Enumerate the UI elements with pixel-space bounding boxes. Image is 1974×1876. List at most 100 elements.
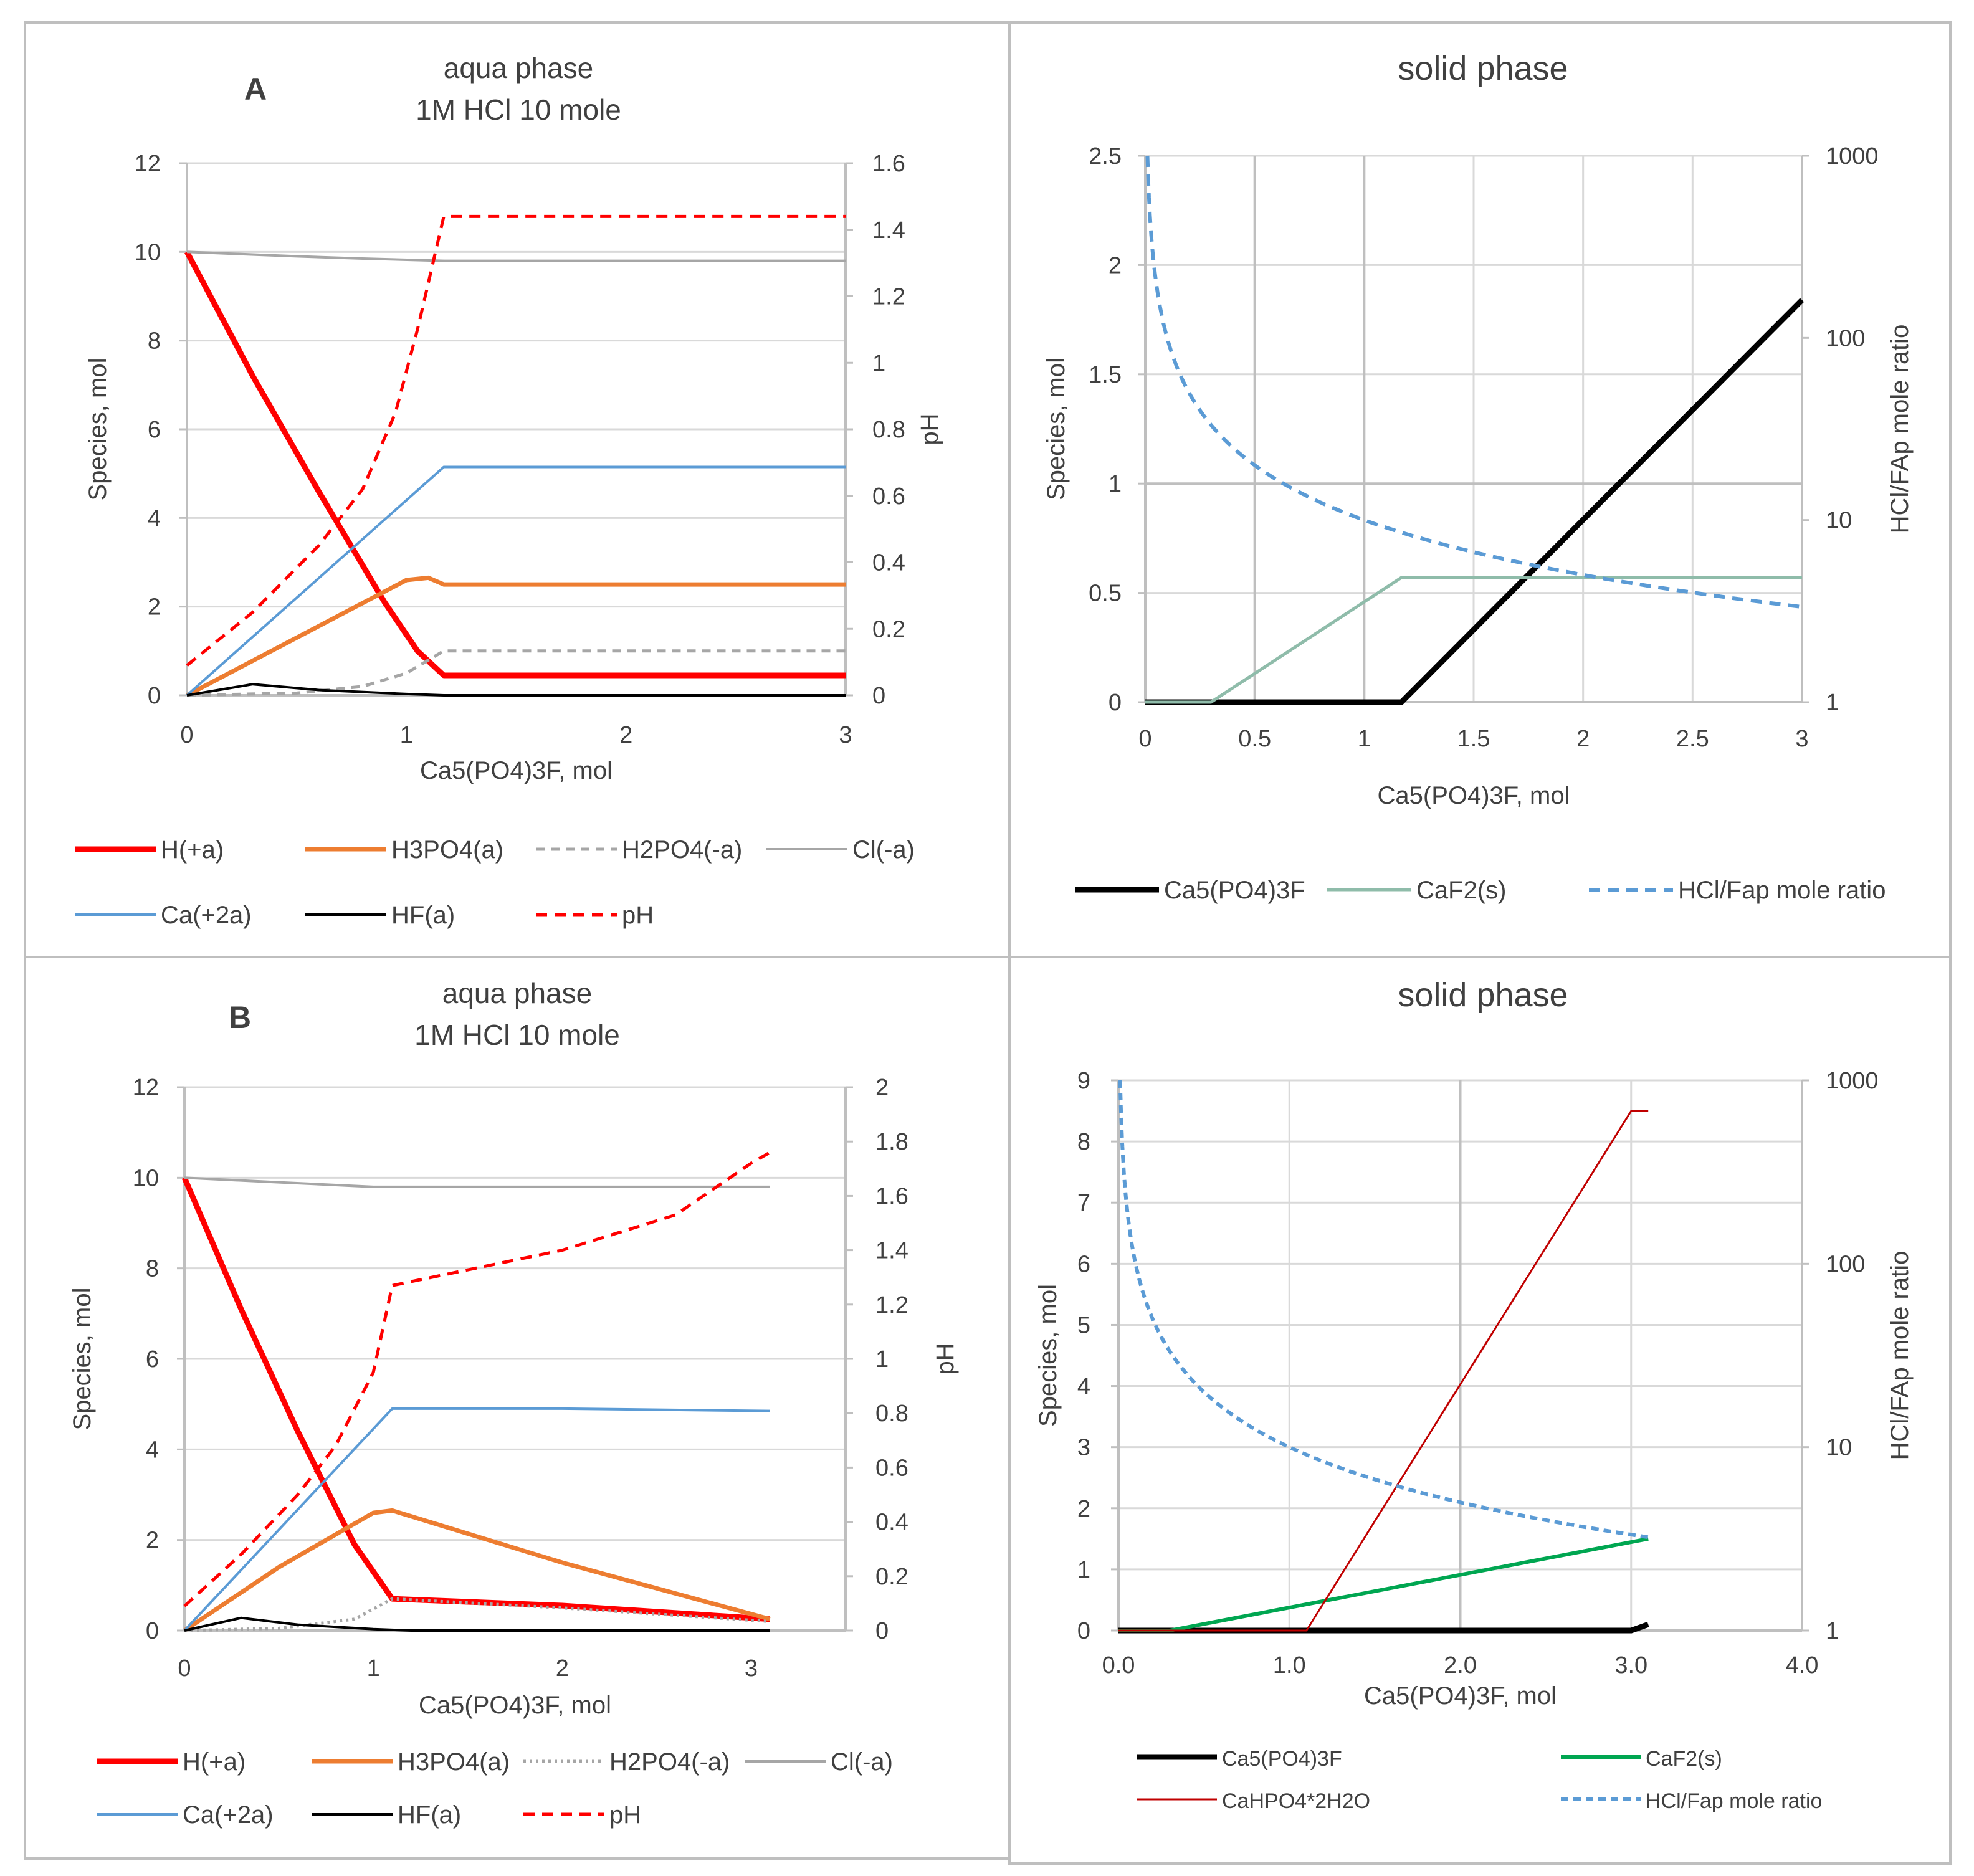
x-tick-label: 1 xyxy=(400,722,413,748)
x-tick-label: 2.5 xyxy=(1676,726,1709,752)
series-line-h3po4-a- xyxy=(186,575,846,698)
y2-tick-label: 1000 xyxy=(1826,1068,1879,1094)
y2-tick-label: 1.4 xyxy=(875,1238,908,1264)
series-line-ca5-po4-3f xyxy=(1145,298,1805,705)
y2-tick-label: 10 xyxy=(1826,508,1852,534)
y-tick-label: 7 xyxy=(1077,1190,1090,1216)
y2-tick-label: 1.2 xyxy=(875,1292,908,1318)
x-tick-label: 3 xyxy=(1795,726,1808,752)
y-tick-label: 2 xyxy=(1109,252,1122,279)
x-tick-label: 3 xyxy=(745,1655,758,1682)
charts-layer: 0 1 2 302468101200.20.40.60.811.21.41.6Aaqu… xyxy=(69,50,1914,1829)
series-line-hcl-fap-mole-ratio xyxy=(1118,1080,1649,1540)
y2-tick-label: 0 xyxy=(872,683,885,709)
y-tick-label: 2 xyxy=(148,594,161,621)
legend-label: Ca5(PO4)3F xyxy=(1222,1747,1342,1771)
y2-tick-label: 1 xyxy=(1826,1618,1839,1644)
y2-tick-label: 1.2 xyxy=(872,284,905,310)
series-line-h3po4-a- xyxy=(183,1508,771,1632)
legend-label: CaHPO4*2H2O xyxy=(1222,1789,1370,1813)
x-axis-label: Ca5(PO4)3F, mol xyxy=(420,757,613,784)
y2-axis-label: HCl/FAp mole ratio xyxy=(1886,1251,1914,1460)
y2-tick-label: 1.6 xyxy=(875,1183,908,1209)
y2-tick-label: 0.2 xyxy=(872,616,905,642)
y2-axis-label: HCl/FAp mole ratio xyxy=(1886,325,1914,534)
y2-tick-label: 0.8 xyxy=(875,1401,908,1427)
panel-frames xyxy=(24,21,1952,1865)
y2-tick-label: 0 xyxy=(875,1618,889,1644)
legend-label: H2PO4(-a) xyxy=(622,836,742,864)
x-tick-label: 1 xyxy=(367,1655,380,1682)
y-tick-label: 10 xyxy=(133,1165,159,1191)
y-tick-label: 1 xyxy=(1077,1557,1090,1583)
y-tick-label: 1 xyxy=(1109,471,1122,497)
legend-label: Ca(+2a) xyxy=(161,902,252,929)
y2-tick-label: 10 xyxy=(1826,1435,1852,1461)
chart-A-solid: 0 0.5 1 1.5 2 2.5 3 0 0.5 1 1.5 2 2.5 1 10 100 1000 solid… xyxy=(1042,50,1914,904)
y2-axis-label: pH xyxy=(932,1343,959,1374)
y-tick-label: 6 xyxy=(148,417,161,443)
y-tick-label: 12 xyxy=(135,151,161,177)
y-tick-label: 0.5 xyxy=(1089,581,1122,607)
legend-label: pH xyxy=(609,1801,641,1829)
series-line-h-a- xyxy=(181,1176,770,1622)
chart-A-aqua: 0 1 2 302468101200.20.40.60.811.21.41.6Aaqu… xyxy=(75,52,943,929)
x-tick-label: 0 xyxy=(178,1655,191,1682)
x-axis-label: Ca5(PO4)3F, mol xyxy=(419,1692,611,1719)
x-tick-label: 0.5 xyxy=(1238,726,1271,752)
y2-tick-label: 100 xyxy=(1826,325,1865,351)
y-tick-label: 6 xyxy=(1077,1251,1090,1277)
y2-tick-label: 0.4 xyxy=(872,550,905,576)
y-tick-label: 2.5 xyxy=(1089,143,1122,169)
chart-title: aqua phase xyxy=(442,977,592,1009)
y-tick-label: 0 xyxy=(148,683,161,709)
panel-label: B xyxy=(229,1000,251,1035)
y-axis-label: Species, mol xyxy=(1034,1284,1062,1427)
y-tick-label: 8 xyxy=(1077,1129,1090,1155)
y-tick-label: 2 xyxy=(1077,1496,1090,1522)
y2-tick-label: 1000 xyxy=(1826,143,1879,169)
series-line-cl-a- xyxy=(186,250,846,262)
legend-label: Cl(-a) xyxy=(852,836,915,864)
y-tick-label: 9 xyxy=(1077,1068,1090,1094)
x-tick-label: 3.0 xyxy=(1614,1652,1647,1678)
legend-label: HCl/Fap mole ratio xyxy=(1646,1789,1822,1813)
y-tick-label: 1.5 xyxy=(1089,362,1122,388)
chart-subtitle: 1M HCl 10 mole xyxy=(416,93,621,126)
series-line-hf-a- xyxy=(184,1616,770,1632)
chart-title: solid phase xyxy=(1398,50,1568,87)
legend-label: pH xyxy=(622,902,654,929)
y-tick-label: 5 xyxy=(1077,1312,1090,1338)
x-tick-label: 0 xyxy=(1138,726,1152,752)
x-tick-label: 0 xyxy=(180,722,193,748)
legend-label: HF(a) xyxy=(398,1801,461,1829)
y-axis-label: Species, mol xyxy=(1042,358,1070,500)
series-line-h-a- xyxy=(184,250,846,679)
series-line-ph xyxy=(186,214,846,667)
y-tick-label: 8 xyxy=(146,1256,159,1282)
legend-label: H(+a) xyxy=(161,836,224,864)
chart-B-aqua: 0 1 2 302468101200.20.40.60.811.21.41.61.82… xyxy=(69,977,959,1829)
legend-label: Ca(+2a) xyxy=(183,1801,274,1829)
x-tick-label: 1.0 xyxy=(1273,1652,1306,1678)
y2-tick-label: 1.8 xyxy=(875,1129,908,1155)
x-tick-label: 2 xyxy=(619,722,632,748)
y2-tick-label: 1 xyxy=(872,350,885,376)
legend-label: H(+a) xyxy=(183,1748,246,1776)
chart-B-solid: 0.0 1.0 2.0 3.0 4.0 0 1 2 3 4 5 6 7 8 9 1 10 100 1000 solid… xyxy=(1034,976,1914,1813)
y-tick-label: 0 xyxy=(1077,1618,1090,1644)
y-tick-label: 2 xyxy=(146,1528,159,1554)
y2-axis-label: pH xyxy=(916,413,943,445)
x-axis-label: Ca5(PO4)3F, mol xyxy=(1364,1682,1557,1710)
y-tick-label: 0 xyxy=(1109,690,1122,716)
x-axis-label: Ca5(PO4)3F, mol xyxy=(1378,782,1570,809)
x-tick-label: 2.0 xyxy=(1444,1652,1477,1678)
legend-label: HCl/Fap mole ratio xyxy=(1678,877,1886,904)
y2-tick-label: 2 xyxy=(875,1075,889,1101)
legend-label: H2PO4(-a) xyxy=(609,1748,730,1776)
series-line-h2po4-a- xyxy=(184,1597,770,1632)
y-tick-label: 4 xyxy=(1077,1374,1090,1400)
y2-tick-label: 1.6 xyxy=(872,151,905,177)
y2-tick-label: 0.6 xyxy=(875,1455,908,1481)
y2-tick-label: 100 xyxy=(1826,1251,1865,1277)
